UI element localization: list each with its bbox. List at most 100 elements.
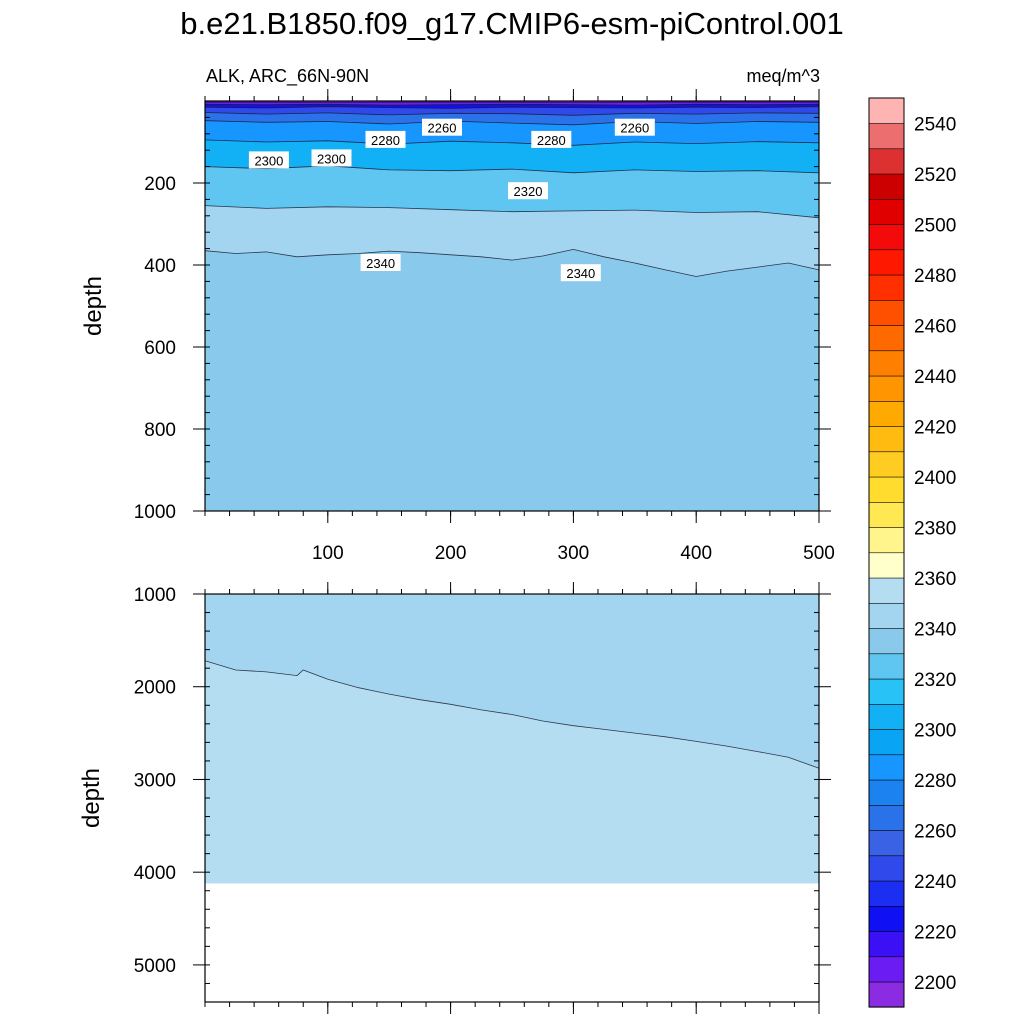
colorbar-swatch-2370 <box>868 552 905 579</box>
colorbar-swatch-2460 <box>868 324 905 352</box>
colorbar-swatch-2490 <box>868 249 905 276</box>
colorbar-swatch-2210 <box>868 956 905 983</box>
colorbar-swatch-2520 <box>868 173 905 200</box>
upper-panel-frame <box>204 100 820 512</box>
lower-contour-lines <box>204 660 820 769</box>
upper-axis-ticks: 200 400 600 800 1000 100 200 300 400 500 <box>134 89 835 564</box>
contour-line-label: 2320 <box>508 182 548 200</box>
contour-line-2360 <box>204 248 820 277</box>
colorbar-swatch-2410 <box>868 451 905 478</box>
colorbar-swatch-2420 <box>868 425 905 453</box>
colorbar-swatch-2300 <box>868 728 905 756</box>
contour-line-label: 2300 <box>311 149 352 167</box>
y-tick-label: 400 <box>144 256 176 277</box>
svg-text:2340: 2340 <box>566 266 595 281</box>
colorbar-swatch-2430 <box>868 400 905 427</box>
colorbar-label: 2540 <box>914 114 956 135</box>
colorbar-swatch-2290 <box>868 754 905 781</box>
svg-text:2320: 2320 <box>514 184 543 199</box>
svg-text:2280: 2280 <box>371 133 400 148</box>
colorbar-label: 2440 <box>914 367 956 388</box>
contour-line-2260 <box>204 112 820 116</box>
colorbar-label: 2460 <box>914 316 956 337</box>
colorbar-label: 2280 <box>914 771 956 792</box>
colorbar-swatch-2310 <box>868 703 905 730</box>
x-tick-label: 300 <box>558 543 590 564</box>
colorbar-swatch-2390 <box>868 501 905 528</box>
colorbar-swatch-2450 <box>868 350 905 377</box>
svg-text:2260: 2260 <box>620 121 649 136</box>
colorbar-swatch-2220 <box>868 930 905 958</box>
y-tick-label: 800 <box>144 420 176 441</box>
chart-title: b.e21.B1850.f09_g17.CMIP6-esm-piControl.… <box>180 6 843 41</box>
contour-line-2340 <box>204 205 820 219</box>
colorbar-swatch-2250 <box>868 855 905 882</box>
colorbar-label: 2520 <box>914 165 956 186</box>
contour-line-label: 2260 <box>614 118 655 136</box>
colorbar-label: 2200 <box>914 973 956 994</box>
colorbar-swatch-2510 <box>868 198 905 225</box>
colorbar-swatch-2330 <box>868 653 905 680</box>
colorbar-label: 2340 <box>914 619 956 640</box>
colorbar-swatch-2440 <box>868 375 905 402</box>
contour-line-2220 <box>204 103 820 106</box>
colorbar-label: 2480 <box>914 266 956 287</box>
svg-text:2260: 2260 <box>428 121 457 136</box>
colorbar-frame <box>868 97 905 1008</box>
colorbar-label: 2500 <box>914 215 956 236</box>
contour-band-2360 <box>205 660 819 884</box>
lower-panel: 1000 2000 3000 4000 5000 depth <box>78 582 831 1014</box>
upper-contour-lines <box>204 101 820 277</box>
colorbar-swatch-2480 <box>868 274 905 301</box>
x-tick-label: 400 <box>680 543 712 564</box>
lower-y-axis-label: depth <box>78 768 105 828</box>
colorbar-swatch-2360 <box>868 577 905 604</box>
contour-line-label: 2280 <box>531 130 572 148</box>
contour-line-label: 2300 <box>248 151 289 169</box>
upper-y-axis-label: depth <box>80 276 107 336</box>
contour-line-label: 2260 <box>422 118 462 136</box>
colorbar-swatch-2280 <box>868 779 905 806</box>
colorbar: 2200 2220 2240 2260 2280 2300 2320 2340 2360 2380… <box>868 97 956 1008</box>
upper-contour-labels: 2300 2300 2280 2260 2280 2260 2320 2340 2340 <box>248 118 655 282</box>
colorbar-swatch-2200 <box>868 981 905 1008</box>
contour-line-label: 2340 <box>560 264 601 282</box>
colorbar-swatch-2540 <box>868 122 905 150</box>
colorbar-swatch-2380 <box>868 526 905 554</box>
y-tick-label: 1000 <box>134 502 176 523</box>
colorbar-label: 2320 <box>914 670 956 691</box>
y-tick-label: 2000 <box>134 678 176 699</box>
upper-panel: 2300 2300 2280 2260 2280 2260 2320 2340 2340 200… <box>80 89 835 564</box>
lower-axis-ticks: 1000 2000 3000 4000 5000 <box>134 582 831 1014</box>
colorbar-label: 2240 <box>914 872 956 893</box>
contour-line-2240 <box>204 106 820 109</box>
y-tick-label: 600 <box>144 338 176 359</box>
colorbar-swatch-2270 <box>868 804 905 831</box>
contour-line-2360 <box>204 660 820 769</box>
colorbar-swatch-2340 <box>868 627 905 655</box>
colorbar-swatch-2530 <box>868 148 905 175</box>
colorbar-swatch-2500 <box>868 223 905 251</box>
colorbar-swatch-2550 <box>868 97 905 124</box>
colorbar-swatch-2240 <box>868 880 905 907</box>
y-tick-label: 1000 <box>134 585 176 606</box>
colorbar-label: 2220 <box>914 922 956 943</box>
contour-line-label: 2340 <box>360 254 401 271</box>
y-tick-label: 4000 <box>134 863 176 884</box>
units-label: meq/m^3 <box>747 66 820 86</box>
colorbar-swatch-2470 <box>868 299 905 326</box>
x-tick-label: 100 <box>312 543 344 564</box>
svg-text:2280: 2280 <box>537 133 566 148</box>
colorbar-label: 2420 <box>914 417 956 438</box>
svg-text:2340: 2340 <box>366 256 395 271</box>
colorbar-label: 2260 <box>914 821 956 842</box>
colorbar-swatch-2400 <box>868 476 905 503</box>
colorbar-swatch-2350 <box>868 602 905 629</box>
contour-line-label: 2280 <box>365 130 406 148</box>
contour-line-2300 <box>204 139 820 146</box>
colorbar-label: 2360 <box>914 569 956 590</box>
contour-line-2280 <box>204 120 820 126</box>
contour-line-2320 <box>204 165 820 174</box>
colorbar-label: 2300 <box>914 720 956 741</box>
x-tick-label: 200 <box>435 543 467 564</box>
